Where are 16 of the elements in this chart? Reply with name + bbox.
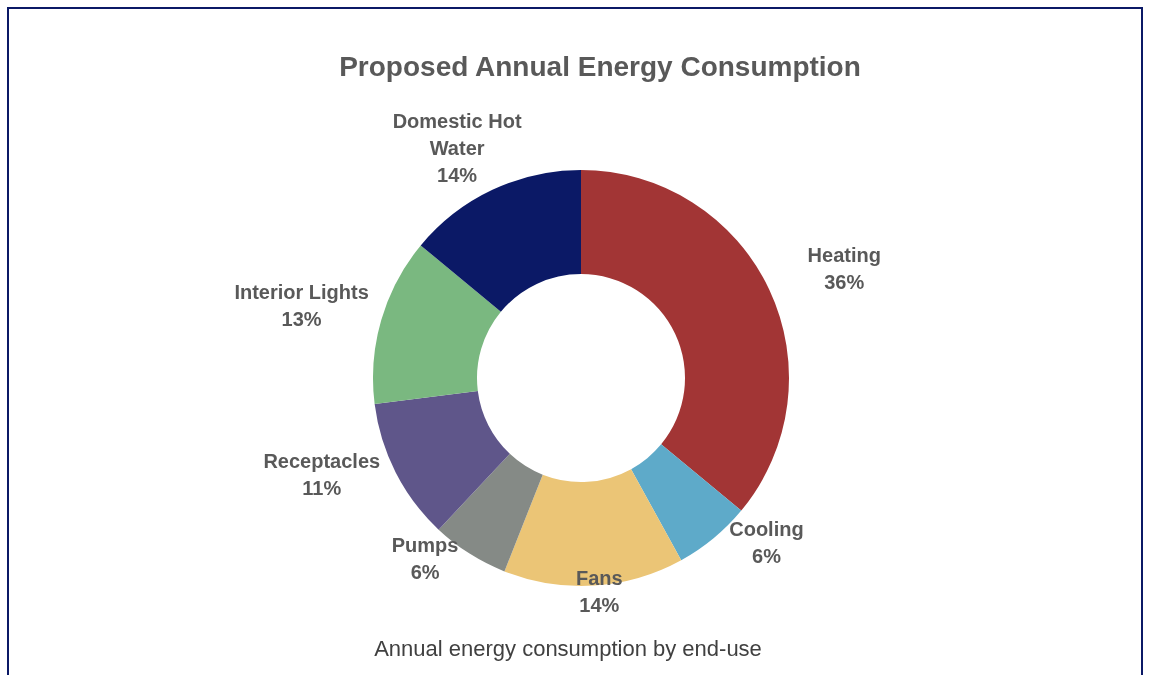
- chart-title: Proposed Annual Energy Consumption: [339, 50, 861, 82]
- slice-label: Pumps: [391, 533, 459, 556]
- data-label: 36%: [824, 271, 865, 294]
- data-label: 6%: [410, 560, 440, 583]
- text: Annual energy consumption by end-use: [374, 636, 762, 662]
- slice-label: Receptacles: [263, 449, 381, 472]
- slice-label: Domestic Hot Water: [392, 109, 522, 159]
- data-label: 14%: [437, 163, 478, 186]
- slice-label: Heating: [807, 244, 881, 267]
- slice-label: Fans: [575, 566, 623, 589]
- data-label: 13%: [281, 308, 322, 331]
- data-label: 6%: [752, 544, 782, 567]
- slice-label: Cooling: [729, 517, 804, 540]
- slice-label: Interior Lights: [234, 281, 369, 304]
- data-label: 14%: [579, 593, 620, 616]
- data-label: 11%: [302, 476, 342, 499]
